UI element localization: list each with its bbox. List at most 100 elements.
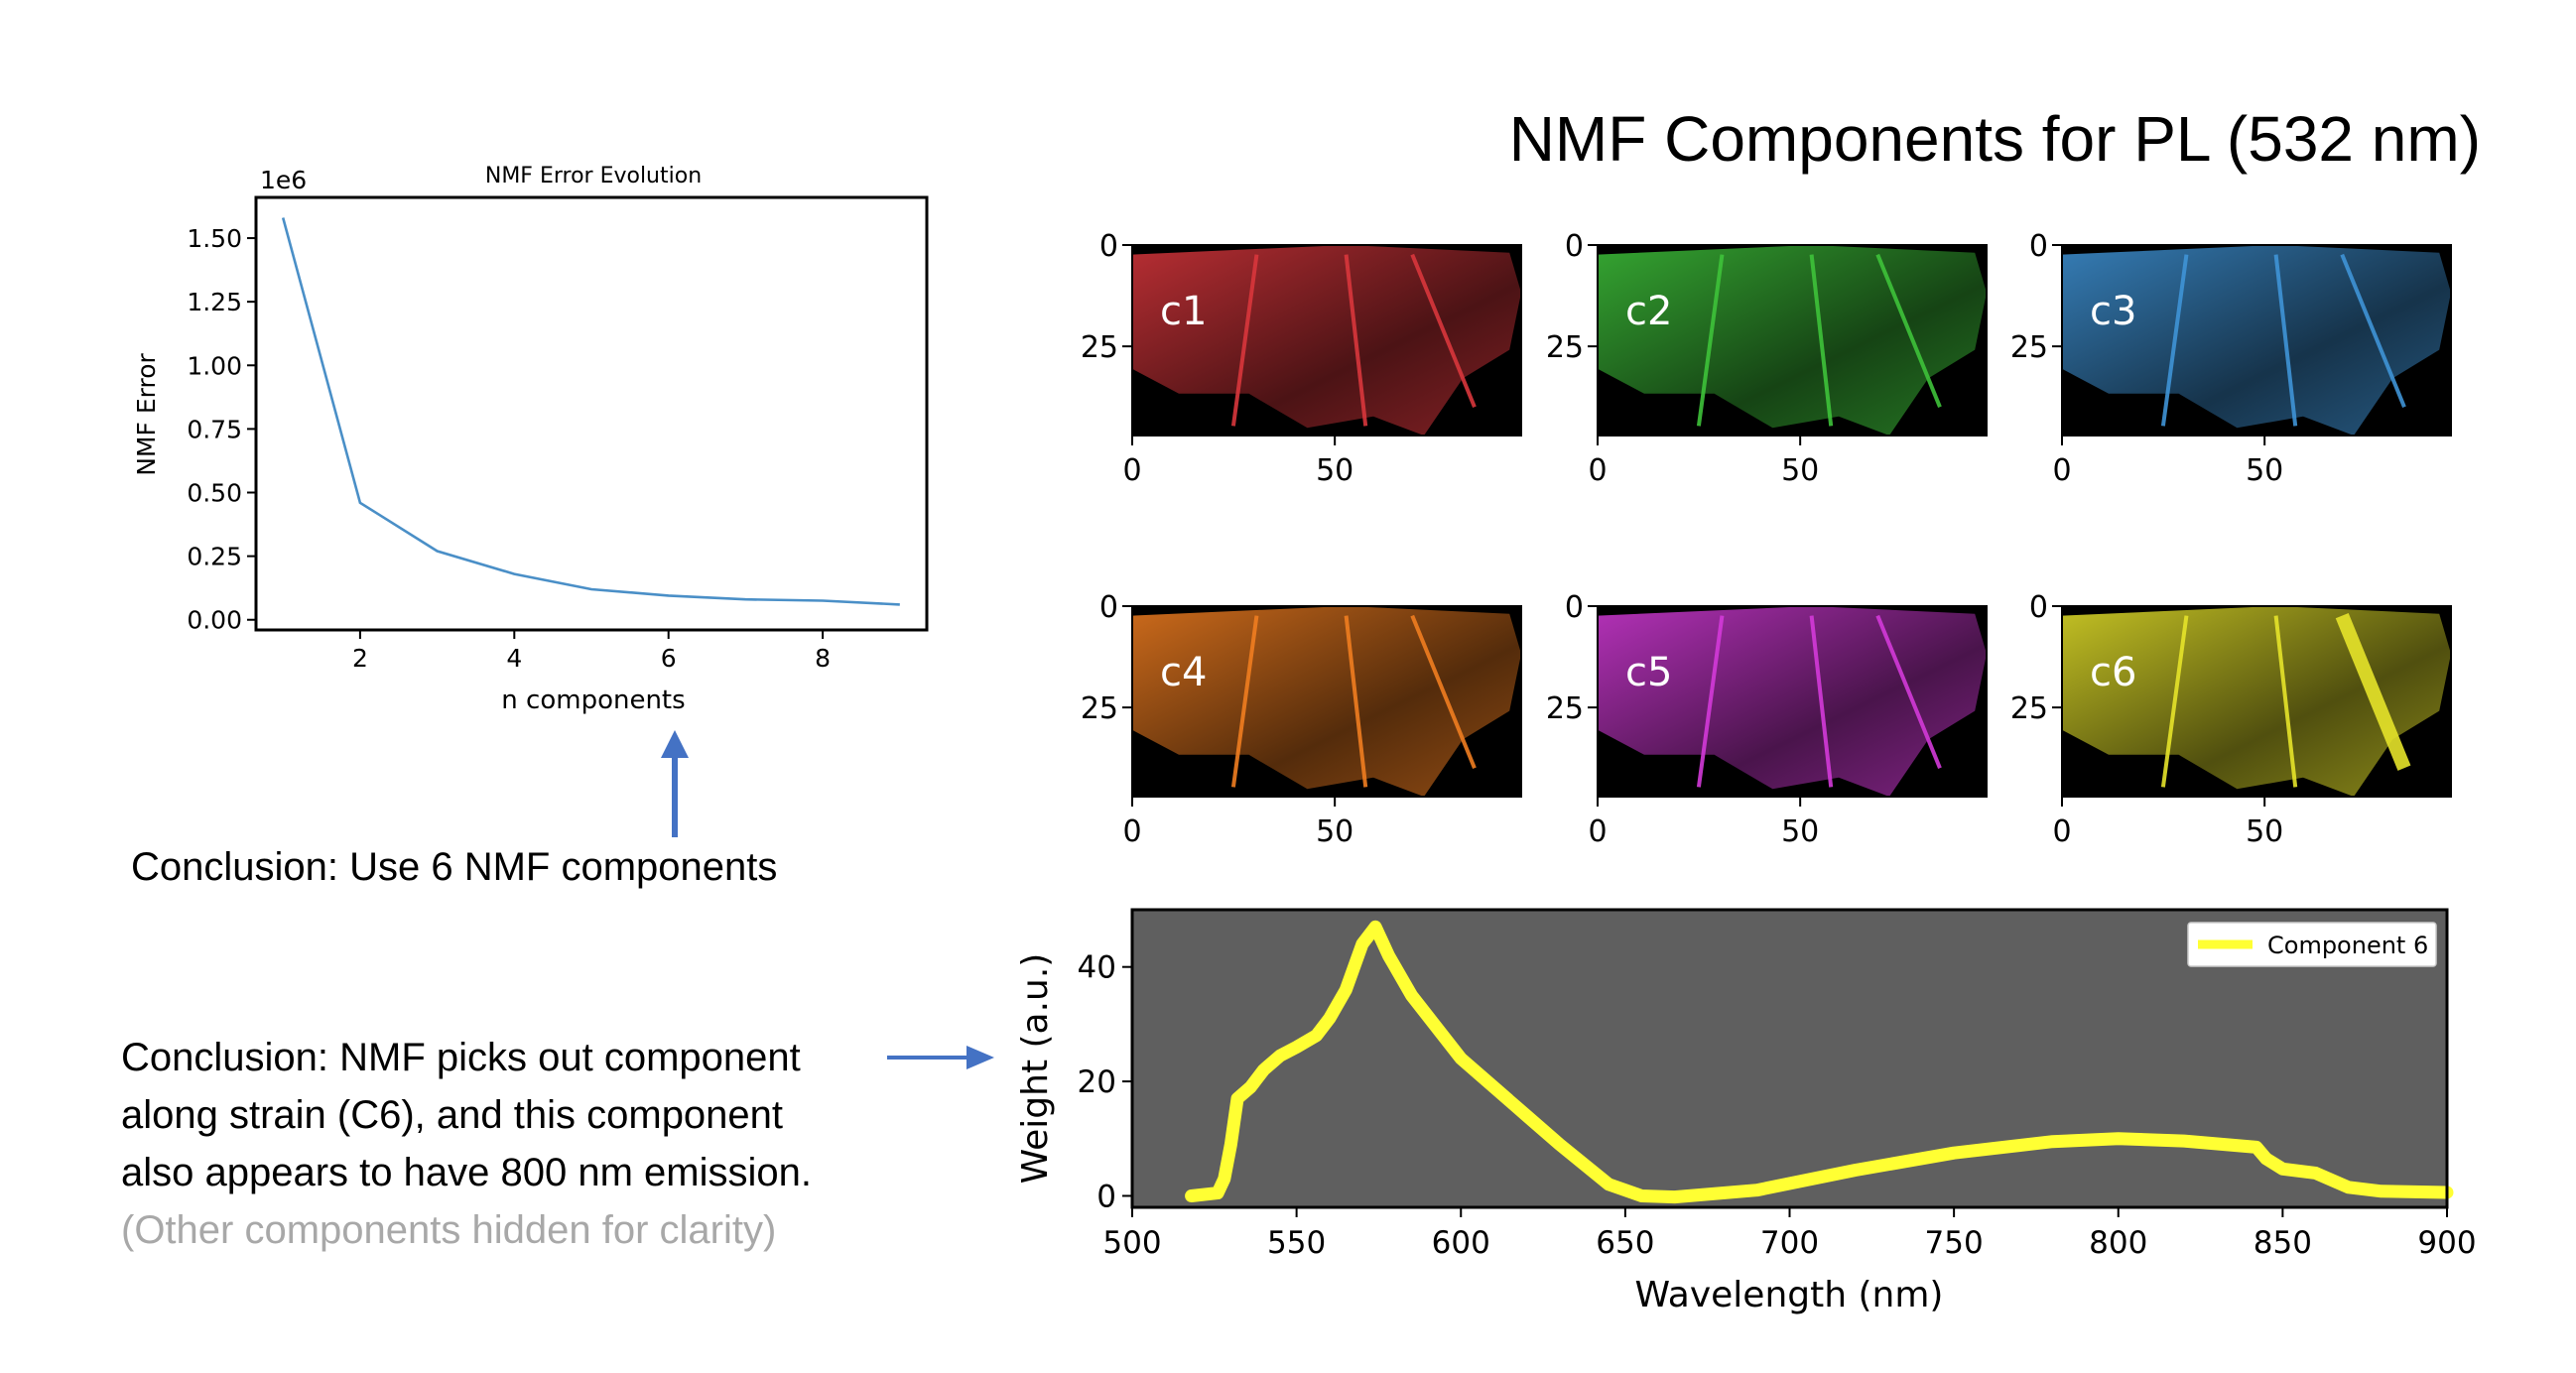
x-axis-label: Wavelength (nm) (1635, 1275, 1944, 1315)
map-frame (1131, 605, 1522, 798)
panel-label: c1 (1160, 289, 1207, 334)
strain-stripe (1344, 615, 1368, 788)
map-panel-c6: c6 0 50 0 25 (2010, 590, 2452, 849)
x-tick-label: 2 (352, 644, 368, 673)
x-tick-label: 850 (2254, 1225, 2312, 1261)
strain-stripe (1344, 254, 1368, 427)
right-arrow (887, 1046, 994, 1069)
strain-stripe (1410, 253, 1477, 408)
y-tick-label: 25 (1081, 691, 1118, 726)
map-frame (1597, 244, 1988, 437)
conclusion-strain-line-3: also appears to have 800 nm emission. (121, 1151, 812, 1194)
x-tick-label: 50 (2246, 453, 2283, 488)
x-tick-label: 50 (1781, 814, 1819, 849)
x-tick-label: 0 (1122, 814, 1141, 849)
y-tick-label: 25 (1546, 691, 1584, 726)
panel-label: c2 (1625, 289, 1672, 334)
x-tick-label: 650 (1596, 1225, 1654, 1261)
y-tick-label: 25 (2010, 691, 2048, 726)
strain-stripe (1875, 253, 1942, 408)
map-frame (2061, 244, 2452, 437)
strain-stripe (1875, 614, 1942, 769)
y-tick-label: 0 (2029, 229, 2048, 264)
map-panel-c4: c4 0 50 0 25 (1081, 590, 1522, 849)
legend-box (2187, 922, 2437, 967)
y-tick-label: 40 (1078, 950, 1116, 986)
strain-stripe (1230, 254, 1259, 427)
y-tick-label: 1.50 (187, 224, 242, 253)
strain-stripe (2160, 615, 2189, 788)
strain-stripe (1696, 615, 1725, 788)
y-tick-label: 0.75 (187, 415, 242, 443)
chart-title: NMF Error Evolution (485, 164, 702, 188)
x-tick-label: 0 (2052, 814, 2071, 849)
y-tick-label: 0.00 (187, 606, 242, 635)
y-tick-label: 0.50 (187, 479, 242, 508)
y-tick-label: 1.00 (187, 351, 242, 380)
strain-stripe (1809, 254, 1834, 427)
strain-stripe (1696, 254, 1725, 427)
x-tick-label: 750 (1925, 1225, 1984, 1261)
y-tick-label: 1.25 (187, 288, 242, 316)
conclusion-hidden-note: (Other components hidden for clarity) (121, 1208, 777, 1252)
y-tick-label: 20 (1078, 1064, 1116, 1100)
y-axis-label: NMF Error (132, 353, 161, 476)
strain-stripe (1230, 615, 1259, 788)
flake-region (1598, 606, 1987, 797)
strain-stripe (1410, 614, 1477, 769)
y-tick-label: 0 (1565, 229, 1584, 264)
x-tick-label: 50 (1316, 453, 1353, 488)
x-tick-label: 900 (2417, 1225, 2476, 1261)
strain-stripe (2273, 615, 2298, 788)
map-panel-c3: c3 0 50 0 25 (2010, 229, 2452, 488)
map-frame (1131, 244, 1522, 437)
x-tick-label: 50 (1316, 814, 1353, 849)
legend: Component 6 (2187, 922, 2437, 967)
nmf-error-chart: NMF Error Evolution 1e6 n components NMF… (132, 164, 929, 715)
panel-label: c5 (1625, 650, 1672, 695)
x-tick-label: 6 (661, 644, 677, 673)
map-frame (2061, 605, 2452, 798)
slide-title: NMF Components for PL (532 nm) (1508, 103, 2481, 175)
y-tick-label: 25 (1081, 330, 1118, 365)
y-tick-label: 0 (1099, 229, 1118, 264)
component-6-line (1185, 920, 2454, 1204)
y-tick-label: 0 (2029, 590, 2048, 625)
y-axis-label: Weight (a.u.) (1015, 953, 1056, 1185)
map-frame (1597, 605, 1988, 798)
x-tick-label: 800 (2089, 1225, 2147, 1261)
strain-stripe (2340, 253, 2406, 408)
legend-label: Component 6 (2267, 932, 2428, 959)
x-tick-label: 500 (1102, 1225, 1161, 1261)
x-tick-label: 0 (2052, 453, 2071, 488)
strain-stripe (2160, 254, 2189, 427)
panel-label: c6 (2090, 650, 2136, 695)
panel-label: c4 (1160, 650, 1207, 695)
x-axis-label: n components (501, 686, 685, 715)
map-panel-c5: c5 0 50 0 25 (1546, 590, 1988, 849)
flake-region (2062, 245, 2451, 436)
conclusion-components: Conclusion: Use 6 NMF components (131, 845, 778, 889)
x-tick-label: 700 (1760, 1225, 1819, 1261)
strain-stripe (2335, 612, 2411, 771)
flake-region (1132, 606, 1521, 797)
y-tick-label: 0 (1099, 590, 1118, 625)
y-tick-label: 25 (1546, 330, 1584, 365)
y-tick-label: 0 (1565, 590, 1584, 625)
x-tick-label: 550 (1267, 1225, 1326, 1261)
panel-label: c3 (2090, 289, 2136, 334)
x-tick-label: 600 (1432, 1225, 1490, 1261)
y-multiplier-label: 1e6 (260, 166, 307, 194)
x-tick-label: 50 (2246, 814, 2283, 849)
flake-region (1132, 245, 1521, 436)
x-tick-label: 8 (815, 644, 831, 673)
x-tick-label: 0 (1588, 453, 1607, 488)
x-tick-label: 0 (1588, 814, 1607, 849)
map-panel-c1: c1 0 50 0 25 (1081, 229, 1522, 488)
x-tick-label: 50 (1781, 453, 1819, 488)
y-tick-label: 0 (1096, 1179, 1116, 1214)
up-arrow (661, 730, 689, 837)
plot-frame (254, 195, 929, 632)
map-panel-c2: c2 0 50 0 25 (1546, 229, 1988, 488)
